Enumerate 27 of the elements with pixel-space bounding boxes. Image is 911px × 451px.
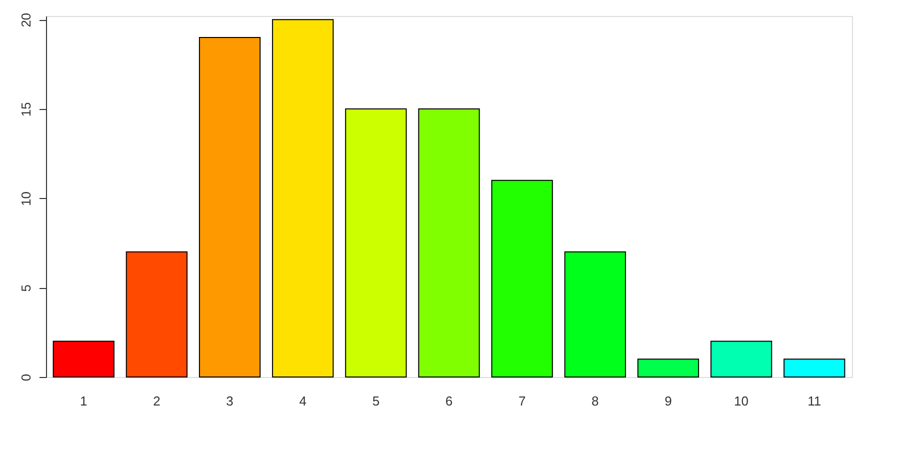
x-tick-label: 3 [226,394,234,408]
x-tick-label: 4 [299,394,306,408]
y-tick-label: 5 [18,284,34,292]
x-tick-label: 5 [372,394,380,408]
bar [52,340,114,378]
bar [126,251,188,378]
bar [272,19,334,378]
x-tick-label: 11 [808,394,822,408]
x-tick-label: 6 [445,394,453,408]
bar [345,108,407,378]
x-tick-label: 1 [80,394,88,408]
x-tick-label: 8 [592,394,599,408]
y-tick-label: 15 [18,102,34,117]
y-tick-label: 10 [18,192,34,206]
bar [784,358,846,378]
bar [418,108,480,378]
bar [710,340,772,378]
x-tick-label: 9 [664,394,672,408]
x-tick-label: 7 [518,394,526,408]
bar [637,358,700,378]
bar [491,180,553,378]
y-tick-label: 20 [18,12,34,28]
bar [198,36,261,378]
y-tick-label: 0 [18,374,34,382]
x-tick-label: 10 [734,394,749,408]
bar [564,251,626,378]
x-tick-label: 2 [153,394,160,408]
